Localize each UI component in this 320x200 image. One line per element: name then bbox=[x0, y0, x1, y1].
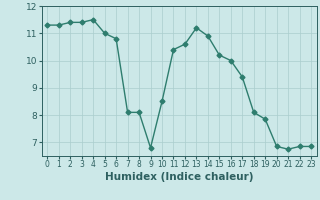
X-axis label: Humidex (Indice chaleur): Humidex (Indice chaleur) bbox=[105, 172, 253, 182]
